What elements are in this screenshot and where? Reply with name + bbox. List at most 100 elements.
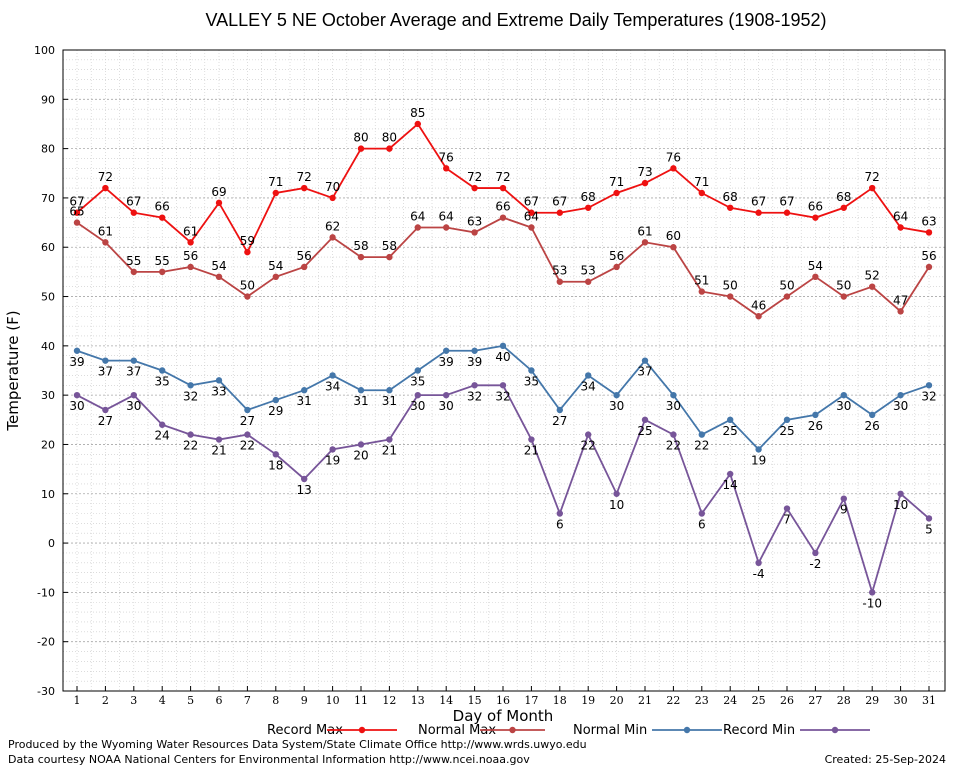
data-label-normal-max: 61 <box>98 224 113 238</box>
point-record-min <box>727 470 734 478</box>
point-record-max <box>244 248 251 256</box>
x-tick-label: 27 <box>808 694 822 707</box>
data-label-record-max: 67 <box>751 195 766 209</box>
point-normal-min <box>215 377 223 384</box>
data-label-normal-max: 50 <box>779 279 794 293</box>
data-label-record-min: 6 <box>556 517 564 531</box>
data-label-record-min: 14 <box>723 478 738 492</box>
point-normal-min <box>840 391 847 399</box>
data-label-record-max: 69 <box>211 185 226 199</box>
point-normal-min <box>755 446 762 453</box>
data-label-record-max: 67 <box>69 195 84 209</box>
point-record-min <box>386 436 393 443</box>
data-label-normal-max: 66 <box>495 200 510 214</box>
point-normal-max <box>187 263 194 271</box>
data-label-record-min: 27 <box>98 414 113 428</box>
data-label-normal-max: 58 <box>353 239 368 253</box>
data-label-record-min: -10 <box>862 596 882 610</box>
x-tick-label: 16 <box>496 694 510 707</box>
point-record-min <box>244 431 251 438</box>
data-label-record-max: 73 <box>637 165 652 179</box>
data-label-record-max: 61 <box>183 224 198 238</box>
point-record-min <box>812 549 819 557</box>
point-normal-max <box>73 219 81 226</box>
footer-created-date: Created: 25-Sep-2024 <box>824 753 946 766</box>
y-tick-label: -30 <box>37 685 55 698</box>
chart-title: VALLEY 5 NE October Average and Extreme … <box>205 10 826 30</box>
x-tick-label: 30 <box>894 694 908 707</box>
data-label-record-min: 10 <box>893 498 908 512</box>
point-record-min <box>613 490 620 497</box>
data-label-record-max: 67 <box>552 195 567 209</box>
data-label-normal-min: 37 <box>126 365 141 379</box>
point-normal-max <box>329 234 336 241</box>
data-label-normal-min: 30 <box>609 399 624 413</box>
point-record-max <box>73 209 81 216</box>
point-record-max <box>301 184 308 192</box>
point-normal-min <box>585 372 592 379</box>
data-label-record-min: 22 <box>666 439 681 453</box>
x-tick-label: 24 <box>723 694 737 707</box>
x-axis-label: Day of Month <box>453 707 554 725</box>
legend-label-normal-max: Normal Max <box>418 723 496 738</box>
data-label-record-min: 22 <box>183 439 198 453</box>
point-normal-max <box>556 278 563 285</box>
data-label-normal-max: 47 <box>893 293 908 307</box>
point-record-min <box>215 436 223 443</box>
data-label-normal-max: 46 <box>751 298 766 312</box>
data-label-normal-max: 53 <box>581 264 596 278</box>
data-label-normal-min: 32 <box>183 389 198 403</box>
data-label-normal-min: 26 <box>865 419 880 433</box>
point-record-max <box>499 184 507 192</box>
data-label-record-max: 71 <box>268 175 283 189</box>
x-tick-label: 23 <box>695 694 709 707</box>
legend-marker-normal-min <box>683 726 691 734</box>
point-record-min <box>698 510 705 517</box>
point-normal-max <box>783 293 791 300</box>
data-label-normal-min: 37 <box>637 365 652 379</box>
data-label-normal-min: 29 <box>268 404 283 418</box>
point-record-min <box>414 391 421 399</box>
data-label-normal-min: 35 <box>410 375 425 389</box>
data-label-record-max: 76 <box>439 150 454 164</box>
minor-grid <box>63 50 945 691</box>
point-normal-max <box>499 214 507 221</box>
x-tick-label: 8 <box>272 694 279 707</box>
x-tick-label: 5 <box>187 694 194 707</box>
data-label-normal-max: 50 <box>723 279 738 293</box>
point-normal-min <box>925 382 933 389</box>
point-record-max <box>556 209 563 216</box>
point-normal-max <box>386 253 393 261</box>
x-tick-label: 10 <box>326 694 340 707</box>
data-label-normal-max: 56 <box>609 249 624 263</box>
x-tick-label: 25 <box>752 694 766 707</box>
data-label-normal-min: 32 <box>921 389 936 403</box>
data-label-normal-max: 62 <box>325 219 340 233</box>
y-tick-label: 60 <box>41 241 55 254</box>
data-label-record-min: 30 <box>69 399 84 413</box>
y-tick-label: 40 <box>41 340 55 353</box>
data-label-record-min: 18 <box>268 458 283 472</box>
legend-marker-record-min <box>831 726 839 734</box>
y-tick-label: 0 <box>48 537 55 550</box>
point-normal-min <box>443 347 450 354</box>
footer-data-courtesy: Data courtesy NOAA National Centers for … <box>8 753 530 766</box>
data-label-normal-max: 54 <box>211 259 226 273</box>
point-record-min <box>670 431 677 438</box>
point-normal-max <box>585 278 592 285</box>
point-record-min <box>925 515 933 522</box>
data-label-normal-max: 64 <box>439 210 454 224</box>
point-normal-min <box>244 406 251 414</box>
data-label-normal-min: 27 <box>240 414 255 428</box>
point-record-max <box>613 189 620 197</box>
point-record-min <box>556 510 563 517</box>
point-normal-min <box>159 367 166 374</box>
point-normal-min <box>414 367 421 374</box>
point-normal-min <box>73 347 81 354</box>
data-label-record-max: 64 <box>893 210 908 224</box>
point-normal-max <box>102 239 109 246</box>
data-label-record-min: 21 <box>211 444 226 458</box>
data-label-record-max: 76 <box>666 150 681 164</box>
y-tick-label: 100 <box>34 44 55 57</box>
